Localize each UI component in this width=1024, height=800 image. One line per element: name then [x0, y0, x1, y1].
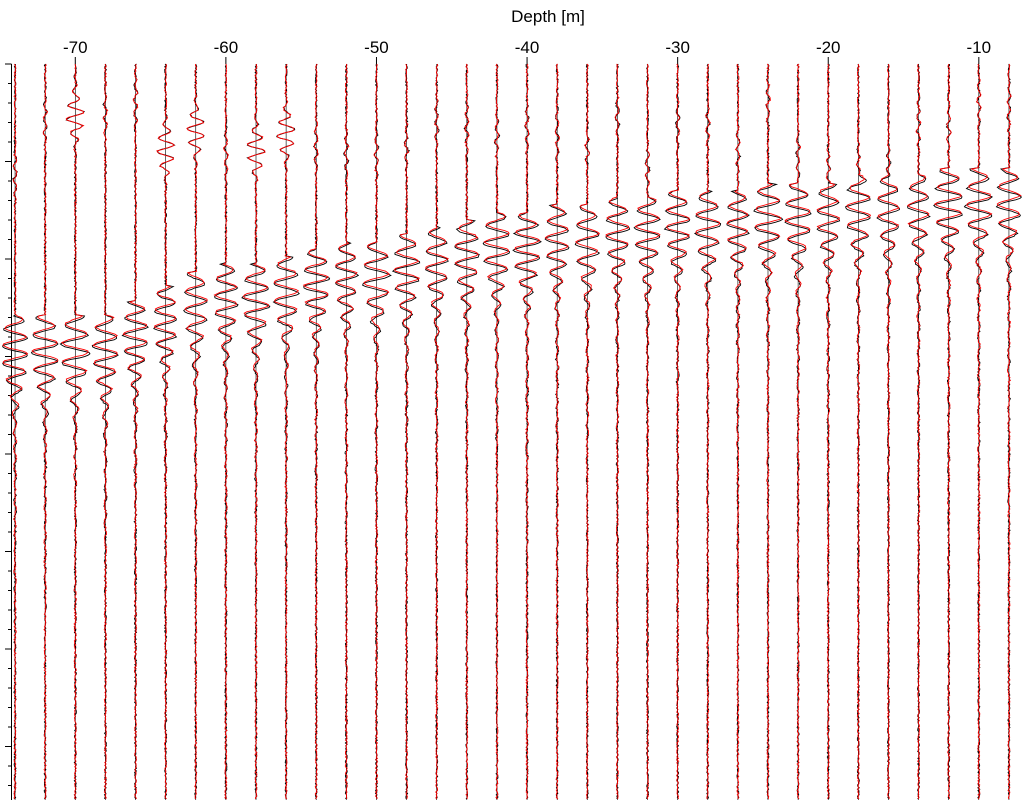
trace-red: [60, 63, 89, 800]
trace-red: [544, 63, 569, 800]
trace-red: [393, 63, 421, 800]
trace-red: [363, 63, 391, 800]
trace-red: [302, 63, 329, 800]
y-axis: [5, 63, 12, 800]
trace-red: [184, 63, 208, 800]
trace-red: [2, 63, 29, 800]
trace-red: [906, 63, 930, 800]
trace-red: [934, 63, 962, 800]
trace-black: [272, 63, 300, 800]
trace-black: [574, 63, 601, 800]
trace-red: [966, 63, 993, 800]
trace-red: [575, 63, 601, 800]
trace-red: [605, 63, 630, 800]
trace-red: [92, 63, 118, 800]
trace-red: [335, 63, 358, 800]
x-tick-label: -60: [214, 38, 239, 57]
trace-red: [784, 63, 811, 800]
trace-black: [963, 63, 994, 800]
trace-red: [877, 63, 900, 800]
trace-red: [726, 63, 749, 800]
trace-black: [906, 63, 931, 800]
x-tick-label: -70: [63, 38, 88, 57]
trace-red: [665, 63, 690, 800]
x-tick-label: -20: [816, 38, 841, 57]
trace-red: [634, 63, 661, 800]
trace-red: [425, 63, 449, 800]
trace-red: [483, 63, 510, 800]
trace-red: [273, 63, 300, 800]
trace-red: [213, 63, 238, 800]
x-tick-label: -50: [364, 38, 389, 57]
trace-black: [303, 63, 331, 800]
trace-red: [514, 63, 541, 800]
trace-red: [816, 63, 841, 800]
trace-red: [846, 63, 872, 800]
traces: [2, 63, 1023, 800]
x-tick-label: -10: [967, 38, 992, 57]
trace-red: [242, 63, 270, 800]
x-axis-title: Depth [m]: [511, 7, 585, 26]
trace-red: [31, 63, 59, 800]
trace-red: [754, 63, 782, 800]
trace-red: [454, 63, 479, 800]
trace-red: [695, 63, 721, 800]
trace-black: [933, 63, 963, 800]
trace-black: [153, 63, 178, 800]
trace-red: [996, 63, 1022, 800]
x-axis-ticks: -70 -60 -50 -40 -30 -20 -10: [63, 38, 991, 64]
trace-black: [453, 63, 480, 800]
x-tick-label: -30: [665, 38, 690, 57]
x-tick-label: -40: [515, 38, 540, 57]
trace-red: [154, 63, 177, 800]
trace-red: [122, 63, 148, 800]
